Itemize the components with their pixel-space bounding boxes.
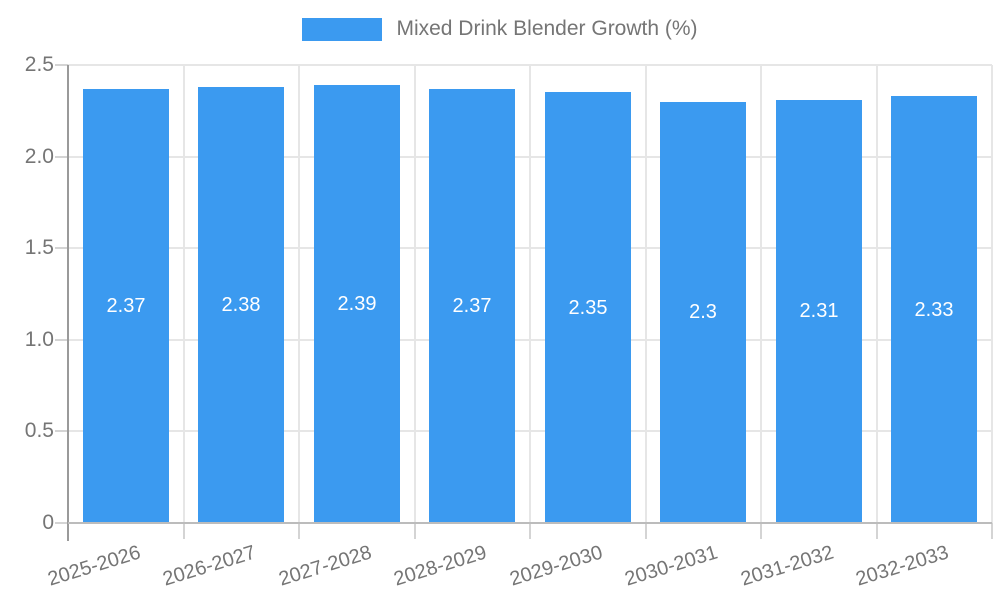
x-gridline — [529, 65, 531, 523]
bar[interactable] — [314, 85, 400, 523]
bar[interactable] — [891, 96, 977, 523]
y-axis-tick-label: 1.0 — [24, 328, 54, 351]
x-gridline — [876, 65, 878, 523]
bar-value-label: 2.37 — [106, 295, 146, 317]
x-axis-line — [68, 522, 992, 524]
bar-value-label: 2.38 — [221, 294, 261, 316]
bar-value-label: 2.35 — [568, 297, 608, 319]
x-axis-tick — [529, 523, 531, 539]
y-axis-tick — [55, 339, 68, 341]
x-axis-tick — [991, 523, 993, 539]
y-axis-tick — [55, 522, 68, 524]
legend-item[interactable]: Mixed Drink Blender Growth (%) — [302, 17, 698, 41]
bar[interactable] — [776, 100, 862, 523]
y-axis-tick — [55, 156, 68, 158]
x-axis-tick — [876, 523, 878, 539]
bar[interactable] — [429, 89, 515, 523]
y-axis-tick — [55, 430, 68, 432]
x-axis-tick — [414, 523, 416, 539]
bar-value-label: 2.31 — [799, 300, 839, 322]
x-gridline — [760, 65, 762, 523]
y-axis-tick — [55, 247, 68, 249]
x-axis-tick — [183, 523, 185, 539]
y-axis-tick-label: 2.5 — [24, 53, 54, 76]
bar-value-label: 2.3 — [689, 301, 717, 323]
y-axis-tick — [55, 64, 68, 66]
x-axis-tick — [298, 523, 300, 539]
bar[interactable] — [545, 92, 631, 523]
y-axis-tick-label: 0 — [42, 511, 54, 534]
y-axis-tick-label: 0.5 — [24, 419, 54, 442]
bar-value-label: 2.37 — [452, 295, 492, 317]
bar[interactable] — [198, 87, 284, 523]
bar-value-label: 2.39 — [337, 293, 377, 315]
x-gridline — [645, 65, 647, 523]
chart-legend: Mixed Drink Blender Growth (%) — [0, 17, 1000, 41]
bar-value-label: 2.33 — [914, 299, 954, 321]
x-gridline — [991, 65, 993, 523]
x-gridline — [414, 65, 416, 523]
x-gridline — [298, 65, 300, 523]
legend-swatch — [302, 17, 383, 41]
y-axis-tick-label: 2.0 — [24, 145, 54, 168]
bar[interactable] — [660, 102, 746, 523]
y-axis-tick-label: 1.5 — [24, 236, 54, 259]
x-axis-tick — [760, 523, 762, 539]
legend-label: Mixed Drink Blender Growth (%) — [396, 17, 698, 40]
bar[interactable] — [83, 89, 169, 523]
y-axis-line — [67, 65, 69, 541]
x-axis-tick — [645, 523, 647, 539]
x-gridline — [183, 65, 185, 523]
